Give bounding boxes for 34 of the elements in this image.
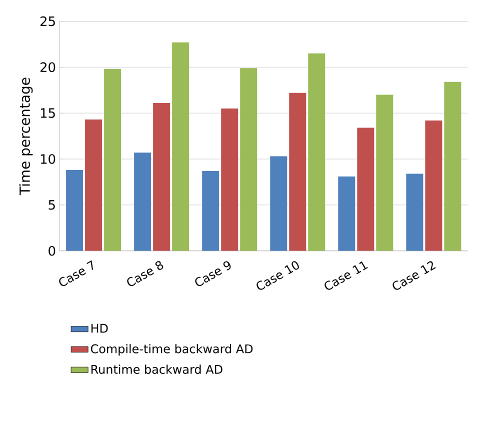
bar [104, 68, 122, 251]
legend-label: Compile-time backward AD [90, 344, 253, 356]
legend-label: Runtime backward AD [91, 364, 222, 374]
bar [240, 68, 258, 251]
x-tick-label: Case 12 [392, 261, 436, 290]
bar [357, 128, 374, 251]
bar [338, 176, 356, 251]
bar [289, 92, 306, 251]
x-tick-label: Case 9 [195, 261, 231, 286]
bar [221, 108, 238, 251]
bar [444, 82, 462, 251]
x-tick-label: Case 11 [324, 261, 368, 290]
y-tick-label: 10 [40, 154, 56, 164]
y-axis-title: Time percentage [19, 78, 33, 196]
x-tick-label: Case 8 [127, 260, 164, 286]
bar [153, 102, 170, 251]
x-tick-label: Case 7 [59, 260, 94, 286]
y-tick-label: 25 [40, 16, 55, 26]
y-tick-label: 5 [48, 200, 55, 210]
y-tick-label: 20 [40, 62, 56, 72]
bar [270, 156, 288, 251]
bar [406, 174, 424, 251]
bar [85, 119, 102, 251]
y-tick-label: 15 [40, 108, 55, 118]
bar [172, 42, 190, 251]
bar [376, 94, 394, 251]
legend-label: HD [91, 324, 108, 333]
bar [202, 170, 220, 251]
x-tick-label: Case 10 [256, 261, 299, 290]
bar [134, 152, 152, 251]
bar [66, 170, 84, 251]
bar [425, 120, 442, 251]
bar [308, 53, 326, 251]
y-tick-label: 0 [48, 246, 56, 256]
